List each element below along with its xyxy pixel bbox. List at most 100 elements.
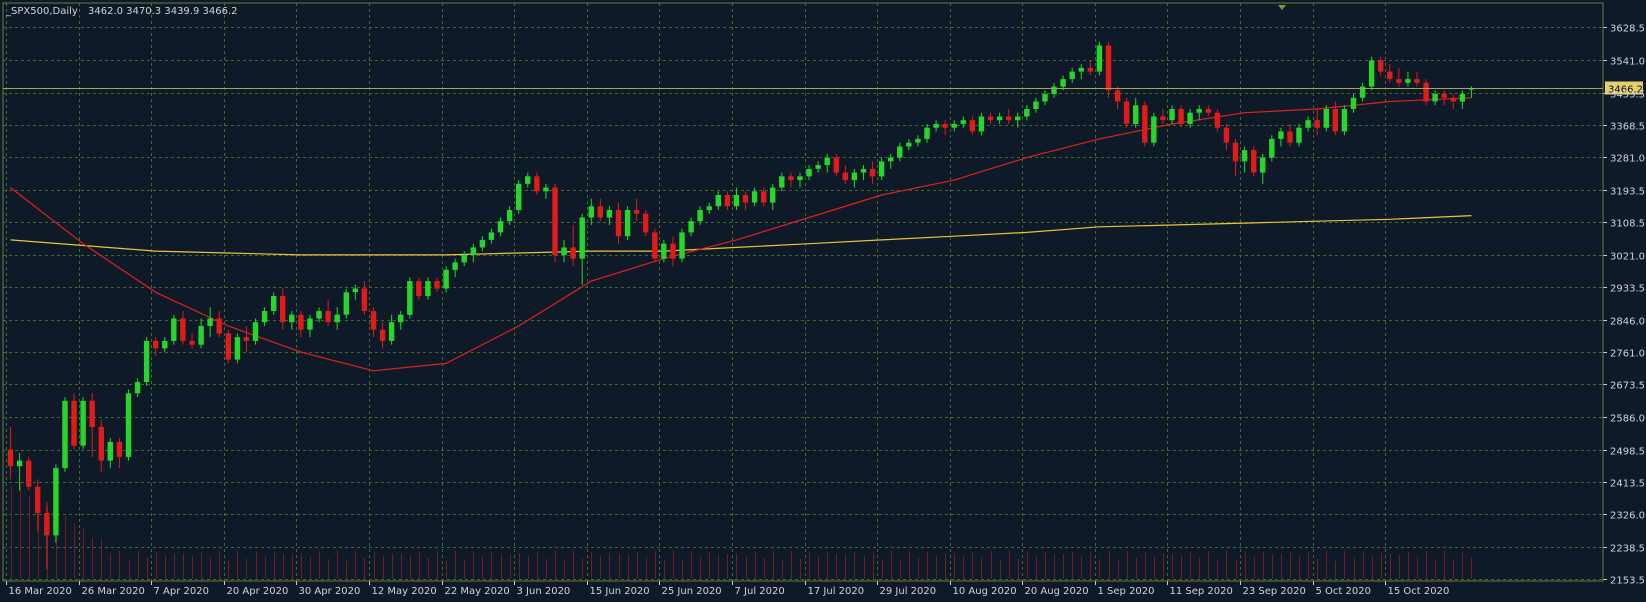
y-tick-label: 3108.5 [1610, 219, 1645, 230]
candle-body [670, 243, 676, 259]
x-tick-label: 30 Apr 2020 [299, 586, 361, 597]
candle-body [416, 281, 422, 297]
candle-body [470, 247, 476, 255]
candle-body [733, 195, 740, 207]
candle-body [1205, 109, 1211, 113]
candle-body [851, 172, 858, 181]
candle-body [180, 318, 186, 341]
candle-body [534, 176, 540, 192]
candle-body [779, 176, 785, 188]
x-tick-label: 1 Sep 2020 [1098, 586, 1155, 597]
candle-body [1042, 94, 1048, 102]
candle-body [7, 449, 14, 467]
x-tick-label: 17 Jul 2020 [808, 586, 865, 597]
candle-body [1142, 105, 1148, 143]
x-tick-label: 3 Jun 2020 [517, 586, 571, 597]
y-tick-label: 2153.5 [1610, 576, 1645, 587]
candle-body [1332, 109, 1338, 132]
candle-body [216, 318, 222, 334]
candle-body [1314, 120, 1320, 128]
candle-body [1305, 120, 1311, 128]
candle-body [652, 232, 658, 259]
symbol-label: _SPX500,Daily [5, 6, 78, 17]
candle-body [234, 337, 241, 360]
candle-body [1160, 116, 1166, 121]
candle-body [207, 318, 213, 326]
candle-body [1114, 90, 1121, 102]
y-tick-label: 2238.5 [1610, 544, 1645, 555]
candle-body [89, 400, 95, 427]
shift-marker-icon[interactable] [1278, 5, 1286, 10]
candle-body [842, 172, 848, 181]
candle-body [742, 195, 749, 203]
candle-body [1405, 79, 1411, 83]
candle-body [316, 311, 322, 319]
candle-body [1368, 60, 1375, 87]
candle-body [1296, 127, 1302, 143]
candle-body [98, 426, 104, 461]
candle-body [1359, 86, 1366, 98]
candle-body [461, 254, 467, 263]
candle-body [724, 195, 731, 207]
candle-body [888, 157, 894, 162]
candle-body [679, 232, 685, 259]
candle-body [1105, 45, 1112, 91]
candle-body [761, 191, 767, 203]
y-tick-label: 3193.5 [1610, 187, 1645, 198]
candle-body [597, 206, 603, 218]
candle-body [897, 146, 903, 158]
x-tick-label: 7 Jul 2020 [735, 586, 785, 597]
ma-slow-line [10, 215, 1472, 256]
candle-body [924, 127, 930, 139]
candle-body [1287, 131, 1293, 143]
candle-body [770, 187, 776, 203]
y-tick-label: 3453.5 [1610, 90, 1645, 101]
candle-body [107, 441, 113, 461]
candle-body [525, 176, 531, 184]
candle-body [1033, 101, 1039, 109]
y-tick-label: 3541.0 [1610, 57, 1645, 68]
candle-body [153, 340, 159, 349]
candle-body [751, 191, 758, 203]
candle-body [434, 281, 440, 289]
x-tick-label: 20 Apr 2020 [227, 586, 289, 597]
current-price-label: 3466.2 [1608, 85, 1643, 96]
candle-body [996, 116, 1003, 121]
y-tick-label: 3281.0 [1610, 154, 1645, 165]
candle-body [1178, 109, 1184, 124]
y-tick-label: 2761.0 [1610, 349, 1645, 360]
candle-body [252, 322, 259, 341]
candle-body [1278, 131, 1284, 139]
x-tick-label: 11 Sep 2020 [1170, 586, 1233, 597]
candle-body [171, 318, 177, 341]
candle-body [570, 247, 576, 259]
candle-body [987, 116, 994, 121]
candle-body [35, 486, 41, 513]
candle-body [969, 120, 976, 132]
candle-body [16, 460, 23, 467]
candle-body [53, 468, 59, 536]
y-tick-label: 2498.5 [1610, 447, 1645, 458]
candle-body [1196, 109, 1202, 113]
moving-averages [10, 97, 1472, 372]
candle-body [1414, 79, 1420, 83]
candle-body [869, 168, 876, 177]
candle-body [1223, 127, 1230, 143]
candle-body [325, 311, 331, 323]
x-tick-label: 16 Mar 2020 [9, 586, 72, 597]
candle-body [942, 124, 948, 128]
candle-body [1387, 71, 1393, 80]
x-tick-label: 5 Oct 2020 [1316, 586, 1371, 597]
y-tick-label: 2673.5 [1610, 381, 1645, 392]
candle-body [824, 157, 830, 166]
candle-body [225, 333, 231, 360]
candle-body [298, 314, 304, 330]
candle-body [1169, 109, 1175, 121]
candle-body [261, 311, 268, 323]
candle-body [488, 232, 495, 240]
candle-body [1087, 67, 1093, 72]
candle-body [307, 318, 313, 330]
candle-body [978, 116, 985, 132]
